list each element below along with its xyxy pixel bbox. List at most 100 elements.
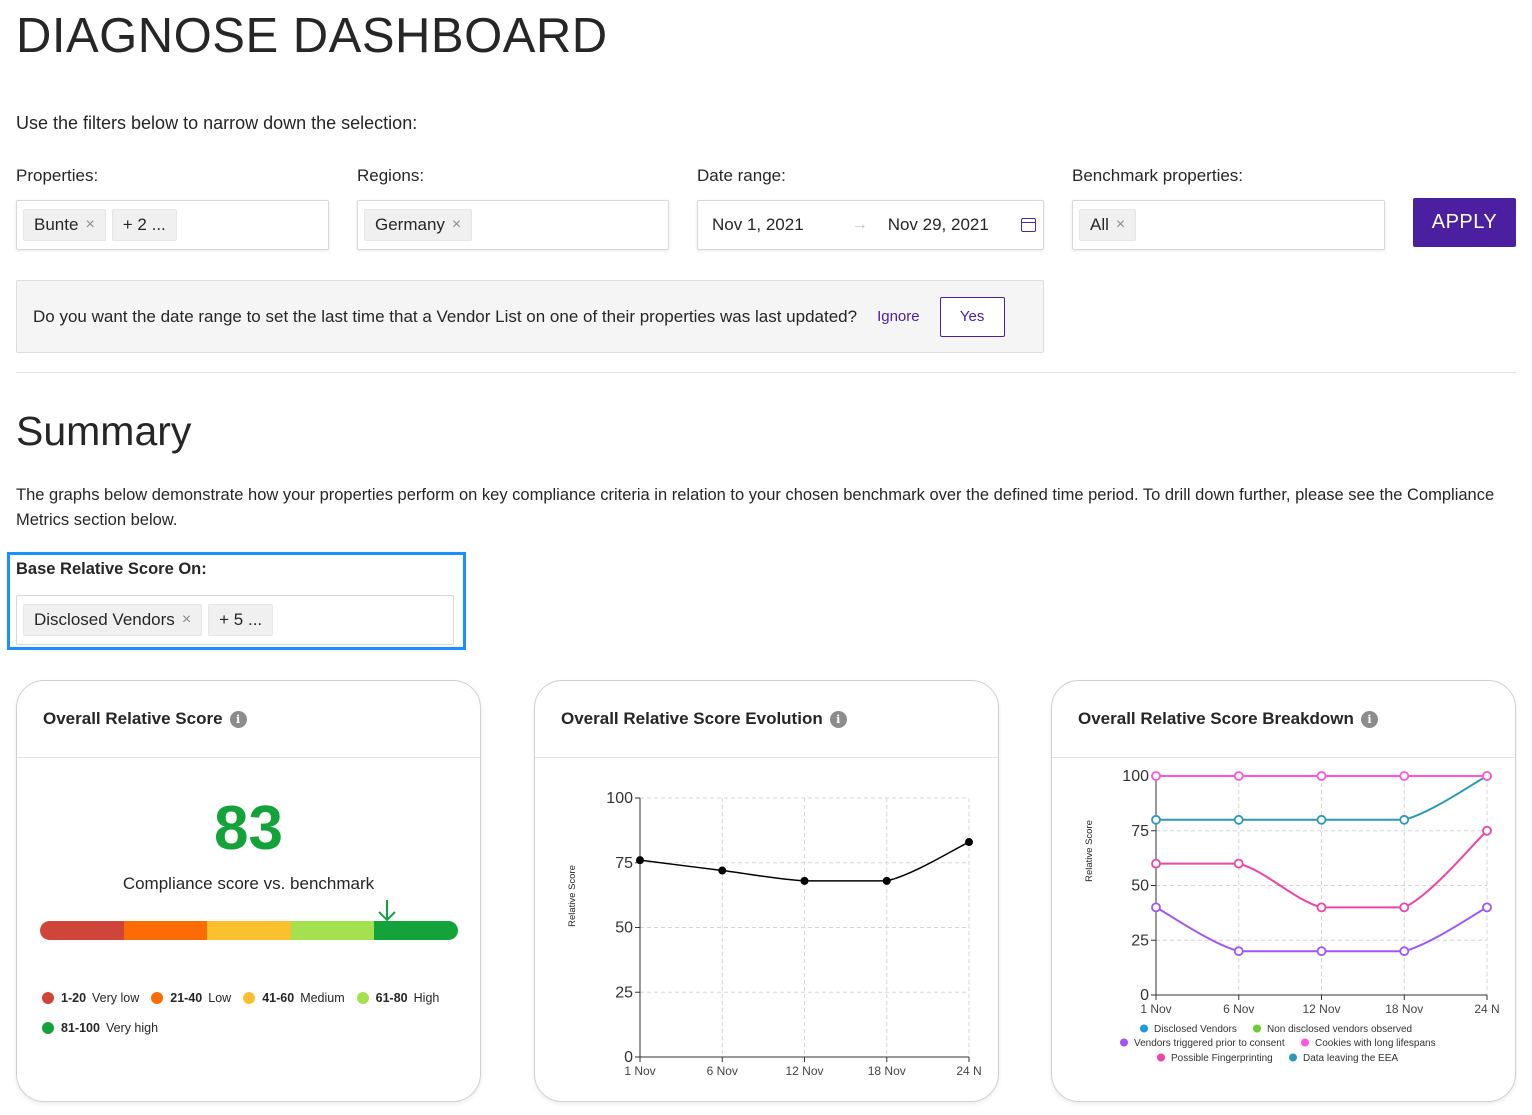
score-legend: 81-100 Very high	[42, 1021, 170, 1035]
legend-label: Very low	[92, 991, 140, 1005]
y-tick-label: 75	[615, 855, 633, 872]
tag-base-metric: Disclosed Vendors ×	[23, 604, 203, 636]
score-bar	[40, 921, 458, 940]
data-point	[1151, 858, 1161, 869]
date-start[interactable]: Nov 1, 2021	[712, 215, 804, 234]
close-icon[interactable]: ×	[451, 216, 462, 233]
regions-select[interactable]: Germany ×	[357, 200, 669, 250]
y-tick-label: 50	[1131, 878, 1149, 895]
legend-range: 81-100	[61, 1021, 100, 1035]
arrow-down-icon	[378, 900, 396, 922]
data-point	[1151, 771, 1161, 781]
score-band-3	[207, 921, 291, 940]
data-point	[882, 876, 891, 885]
legend-label: Cookies with long lifespans	[1315, 1038, 1436, 1049]
properties-label: Properties:	[16, 166, 99, 185]
x-tick-label: 12 Nov	[785, 1064, 823, 1078]
close-icon[interactable]: ×	[181, 611, 192, 628]
close-icon[interactable]: ×	[85, 216, 95, 233]
data-point	[1399, 814, 1410, 825]
legend-dot	[151, 992, 164, 1004]
overall-score-card: Overall Relative Score i 83 Compliance s…	[16, 680, 481, 1102]
calendar-icon[interactable]	[1020, 218, 1036, 232]
benchmark-label: Benchmark properties:	[1072, 166, 1244, 185]
legend-label: Medium	[300, 991, 345, 1005]
legend-dot	[1120, 1038, 1128, 1047]
data-point	[1151, 902, 1161, 913]
arrow-right-icon: →	[851, 216, 868, 233]
data-point	[1233, 858, 1244, 869]
x-tick-label: 6 Nov	[1223, 1002, 1254, 1016]
base-score-label: Base Relative Score On:	[16, 560, 207, 578]
score-legend: 1-20 Very low 21-40 Low 41-60 Medium 61-80 High	[42, 991, 451, 1005]
data-point	[1482, 902, 1492, 913]
legend-dot	[1289, 1053, 1297, 1062]
tag-region: Germany ×	[364, 209, 473, 241]
data-point	[718, 866, 727, 875]
base-score-select[interactable]: Disclosed Vendors × + 5 ...	[16, 595, 454, 645]
legend-label: Data leaving the EEA	[1303, 1053, 1398, 1064]
tag-more-metrics[interactable]: + 5 ...	[208, 604, 274, 636]
score-caption: Compliance score vs. benchmark	[122, 874, 375, 893]
close-icon[interactable]: ×	[1115, 216, 1126, 233]
legend-item: 41-60 Medium	[243, 991, 345, 1005]
apply-button[interactable]: APPLY	[1413, 198, 1516, 247]
legend-item: 1-20 Very low	[42, 991, 139, 1005]
card-header: Overall Relative Score Evolution i	[535, 681, 998, 758]
x-tick-label: 24 N	[1474, 1002, 1499, 1016]
legend-dot	[1253, 1024, 1261, 1033]
info-icon[interactable]: i	[1360, 710, 1378, 728]
legend-item: 81-100 Very high	[42, 1021, 158, 1035]
y-axis-label: Relative Score	[1084, 820, 1095, 882]
score-evolution-card: Overall Relative Score Evolution i 0 25 50…	[534, 680, 999, 1102]
data-point	[1399, 946, 1410, 957]
date-range-picker[interactable]: Nov 1, 2021 → Nov 29, 2021	[697, 200, 1044, 250]
legend-item: 21-40 Low	[151, 991, 231, 1005]
y-tick-label: 100	[606, 790, 633, 807]
score-band-5	[374, 921, 458, 940]
x-tick-label: 24 N	[956, 1064, 981, 1078]
benchmark-select[interactable]: All ×	[1072, 200, 1385, 250]
data-point	[636, 856, 644, 865]
legend-label: Non disclosed vendors observed	[1267, 1024, 1412, 1035]
score-value: 83	[214, 794, 283, 863]
legend-label: Low	[208, 991, 232, 1005]
legend-range: 61-80	[375, 991, 408, 1005]
data-point	[965, 838, 973, 847]
info-icon[interactable]: i	[829, 710, 847, 728]
card-header: Overall Relative Score Breakdown i	[1052, 681, 1515, 758]
score-band-1	[40, 921, 124, 940]
data-point	[1399, 902, 1410, 913]
yes-button[interactable]: Yes	[939, 296, 1005, 337]
tag-property: Bunte ×	[23, 209, 106, 241]
date-end[interactable]: Nov 29, 2021	[887, 215, 989, 234]
summary-description: The graphs below demonstrate how your pr…	[16, 486, 1495, 529]
score-band-4	[290, 921, 375, 940]
data-point	[1482, 825, 1492, 836]
info-icon[interactable]: i	[229, 710, 247, 728]
section-divider	[16, 372, 1516, 373]
tag-more-properties[interactable]: + 2 ...	[111, 209, 177, 241]
legend-dot	[243, 992, 256, 1004]
x-tick-label: 6 Nov	[707, 1064, 738, 1078]
legend-label: Vendors triggered prior to consent	[1134, 1038, 1285, 1049]
tag-benchmark: All ×	[1079, 209, 1137, 241]
legend-dot	[42, 1022, 54, 1034]
card-header: Overall Relative Score i	[17, 681, 480, 758]
summary-title: Summary	[16, 408, 192, 454]
data-point	[1151, 814, 1161, 825]
y-tick-label: 50	[615, 920, 633, 937]
legend-range: 21-40	[170, 991, 203, 1005]
regions-label: Regions:	[357, 166, 425, 185]
legend-item: 61-80 High	[356, 991, 439, 1005]
legend-dot	[356, 992, 369, 1004]
data-point	[1316, 814, 1327, 825]
y-tick-label: 0	[624, 1049, 633, 1066]
properties-select[interactable]: Bunte × + 2 ...	[16, 200, 329, 250]
data-point	[1316, 946, 1327, 957]
evolution-chart: 0 25 50 75 100 1 Nov 6 Nov 12 Nov 18 Nov 24 N Rela…	[567, 790, 982, 1078]
ignore-link[interactable]: Ignore	[877, 308, 920, 325]
legend-dot	[1157, 1053, 1165, 1062]
y-tick-label: 75	[1131, 823, 1149, 840]
card-title: Overall Relative Score	[43, 709, 223, 728]
